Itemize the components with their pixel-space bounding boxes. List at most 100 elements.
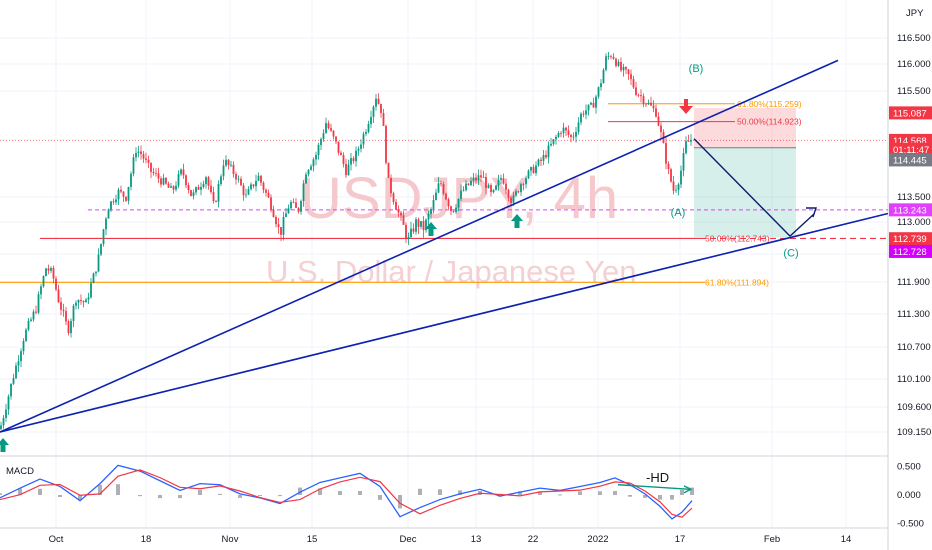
candle-body <box>80 299 82 302</box>
candle-body <box>170 186 172 188</box>
take-profit-zone <box>694 147 796 238</box>
candle-body <box>607 56 610 58</box>
candle-body <box>380 103 382 114</box>
candle-body <box>25 329 27 342</box>
macd-histogram-bar <box>643 495 647 498</box>
candle-body <box>65 311 67 322</box>
candle-body <box>47 268 50 271</box>
candle-body <box>185 175 187 186</box>
currency-label: JPY <box>906 8 924 19</box>
candle-body <box>252 184 255 187</box>
candle-body <box>685 141 687 154</box>
macd-histogram-bar <box>628 495 632 497</box>
candle-body <box>460 190 462 199</box>
candle-body <box>45 268 47 277</box>
candle-body <box>97 254 100 272</box>
candle-body <box>35 311 37 313</box>
candle-body <box>472 177 475 181</box>
candle-body <box>407 237 410 240</box>
macd-histogram-bar <box>598 491 602 495</box>
candle-body <box>447 199 450 207</box>
candle-body <box>495 185 497 190</box>
candle-body <box>15 365 17 379</box>
price-tag <box>889 106 932 120</box>
candle-body <box>225 159 227 166</box>
candle-body <box>235 174 237 180</box>
candle-body <box>690 139 692 142</box>
candle-body <box>7 396 10 410</box>
candle-body <box>555 136 557 140</box>
macd-histogram-bar <box>198 489 202 495</box>
candle-body <box>30 319 32 321</box>
candle-body <box>340 152 342 156</box>
x-tick-label: Nov <box>222 534 239 545</box>
candle-body <box>412 228 415 232</box>
candle-body <box>32 311 35 320</box>
candle-body <box>0 425 2 430</box>
x-tick-label: 2022 <box>587 534 608 545</box>
candle-body <box>362 133 365 145</box>
candle-body <box>557 133 560 137</box>
candle-body <box>592 102 595 108</box>
candle-body <box>575 131 577 137</box>
candle-body <box>40 286 42 295</box>
candle-body <box>652 105 655 109</box>
macd-y-tick-label: -0.500 <box>897 519 924 530</box>
macd-histogram-bar <box>58 495 62 497</box>
candle-body <box>650 102 652 106</box>
candle-body <box>400 212 402 216</box>
candle-body <box>110 201 112 210</box>
candle-body <box>117 189 120 200</box>
macd-histogram-bar <box>38 488 42 495</box>
candle-body <box>310 166 312 170</box>
candle-body <box>622 67 625 71</box>
candle-body <box>422 221 425 231</box>
candle-body <box>210 185 212 192</box>
candle-body <box>82 301 85 303</box>
macd-histogram-bar <box>518 491 522 495</box>
candle-body <box>230 164 232 166</box>
candle-body <box>62 309 65 312</box>
candle-body <box>365 131 367 134</box>
macd-histogram-bar <box>78 495 82 501</box>
candle-body <box>250 184 252 190</box>
buy-arrow-icon <box>511 214 523 228</box>
macd-histogram-bar <box>238 495 242 498</box>
candle-body <box>680 170 682 185</box>
candle-body <box>565 127 567 131</box>
price-tag-label: 113.243 <box>893 205 927 216</box>
candle-body <box>672 181 675 191</box>
candle-body <box>572 136 575 138</box>
candle-body <box>37 294 40 313</box>
candle-body <box>570 134 572 138</box>
candle-body <box>545 155 547 158</box>
candle-body <box>352 158 355 162</box>
candle-body <box>452 210 455 212</box>
candle-body <box>502 178 505 184</box>
candle-body <box>182 169 185 176</box>
macd-label: MACD <box>6 466 34 477</box>
candle-body <box>627 69 630 75</box>
candle-body <box>430 208 432 214</box>
candle-body <box>257 175 260 181</box>
candle-body <box>270 197 272 210</box>
candle-body <box>612 56 615 59</box>
candle-body <box>272 209 275 217</box>
candle-body <box>162 178 165 185</box>
candle-body <box>605 56 607 70</box>
macd-histogram-bar <box>258 495 262 496</box>
candle-body <box>457 198 460 208</box>
candle-body <box>67 321 70 334</box>
price-tag <box>889 244 932 258</box>
candle-body <box>525 178 527 185</box>
candle-body <box>322 133 325 140</box>
candle-body <box>277 224 280 228</box>
candle-body <box>485 177 487 189</box>
candle-body <box>137 151 140 153</box>
candle-body <box>415 219 417 232</box>
candle-body <box>237 178 240 180</box>
candle-body <box>127 186 130 201</box>
sell-arrow-icon <box>679 99 693 114</box>
candle-body <box>27 320 30 330</box>
